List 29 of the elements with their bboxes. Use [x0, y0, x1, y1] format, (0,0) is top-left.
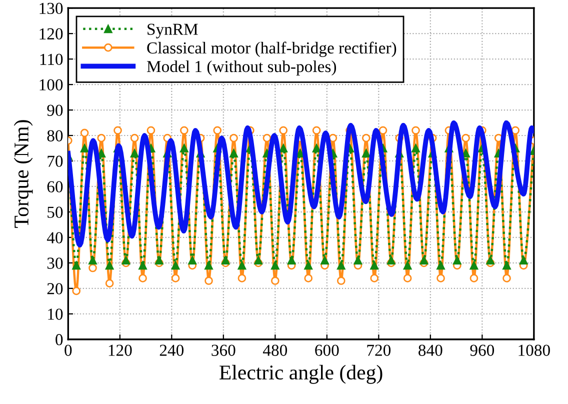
y-tick-label: 10	[48, 308, 63, 320]
y-tick-label: 30	[47, 258, 63, 269]
x-tick-label: 600	[315, 344, 339, 356]
y-tick-label: 20	[47, 283, 63, 294]
x-tick-label: 240	[160, 344, 184, 356]
y-tick-label: 90	[47, 104, 63, 116]
x-tick-label: 120	[108, 344, 132, 356]
y-tick-label: 40	[46, 232, 63, 244]
y-tick-label: 120	[40, 28, 63, 40]
legend-label: Model 1 (without sub-poles)	[146, 60, 336, 76]
x-axis-title: Electric angle (deg)	[220, 364, 382, 384]
y-tick-label: 100	[40, 79, 63, 90]
y-axis-title: Torque (Nm)	[14, 120, 33, 228]
y-tick-label: 110	[40, 54, 63, 65]
y-tick-label: 50	[48, 206, 63, 218]
x-tick-label: 0	[64, 344, 72, 356]
y-tick-label: 60	[47, 181, 63, 192]
legend-label: SynRM	[148, 24, 198, 38]
legend-label: Classical motor (half-bridge rectifier)	[147, 42, 396, 58]
x-tick-label: 1080	[518, 344, 550, 356]
x-tick-label: 480	[262, 344, 288, 356]
x-tick-label: 720	[367, 344, 391, 356]
x-tick-label: 360	[212, 344, 236, 356]
y-tick-label: 130	[40, 2, 63, 14]
y-tick-label: 70	[48, 156, 63, 167]
x-tick-label: 960	[470, 344, 494, 356]
x-tick-label: 840	[418, 344, 442, 356]
y-tick-label: 80	[47, 130, 63, 142]
y-tick-label: 0	[56, 334, 63, 346]
